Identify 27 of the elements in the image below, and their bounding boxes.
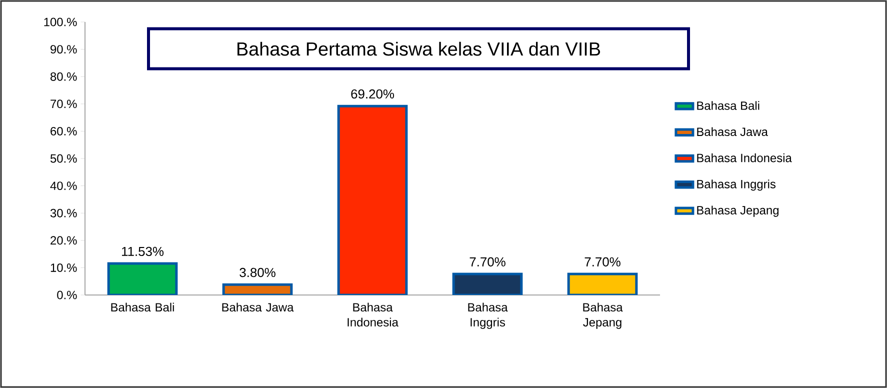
legend-label: Bahasa Jawa [697,127,768,136]
y-tick-label: 50.% [50,154,77,163]
data-label: 11.53% [122,246,164,256]
x-tick-label: Bahasa Jepang [583,302,623,329]
y-tick-label: 80.% [50,72,77,81]
y-tick-label: 100.% [44,18,77,26]
legend-label: Bahasa Bali [697,101,760,110]
data-label: 3.80% [240,268,276,278]
y-tick-label: 0.% [57,290,77,300]
text: Bahasa Pertama Siswa kelas VIIA dan VIIB [238,42,600,56]
legend-label: Bahasa Inggris [697,180,776,191]
y-tick-label: 30.% [50,208,77,218]
data-label: 7.70% [584,257,620,266]
x-tick-label: Bahasa Inggris [468,302,508,329]
y-tick-label: 20.% [50,236,77,245]
data-label: 69.20% [351,89,394,99]
y-tick-label: 90.% [50,45,77,54]
y-tick-label: 10.% [50,263,77,272]
y-tick-label: 40.% [50,182,77,190]
legend-label: Bahasa Indonesia [697,153,792,162]
data-label: 7.70% [470,257,506,266]
x-tick-label: Bahasa Jawa [222,302,294,312]
y-tick-label: 70.% [50,100,77,108]
y-tick-label: 60.% [50,126,77,136]
x-tick-label: Bahasa Bali [111,302,174,312]
x-tick-label: Bahasa Indonesia [348,302,398,326]
legend-label: Bahasa Jepang [697,206,778,217]
